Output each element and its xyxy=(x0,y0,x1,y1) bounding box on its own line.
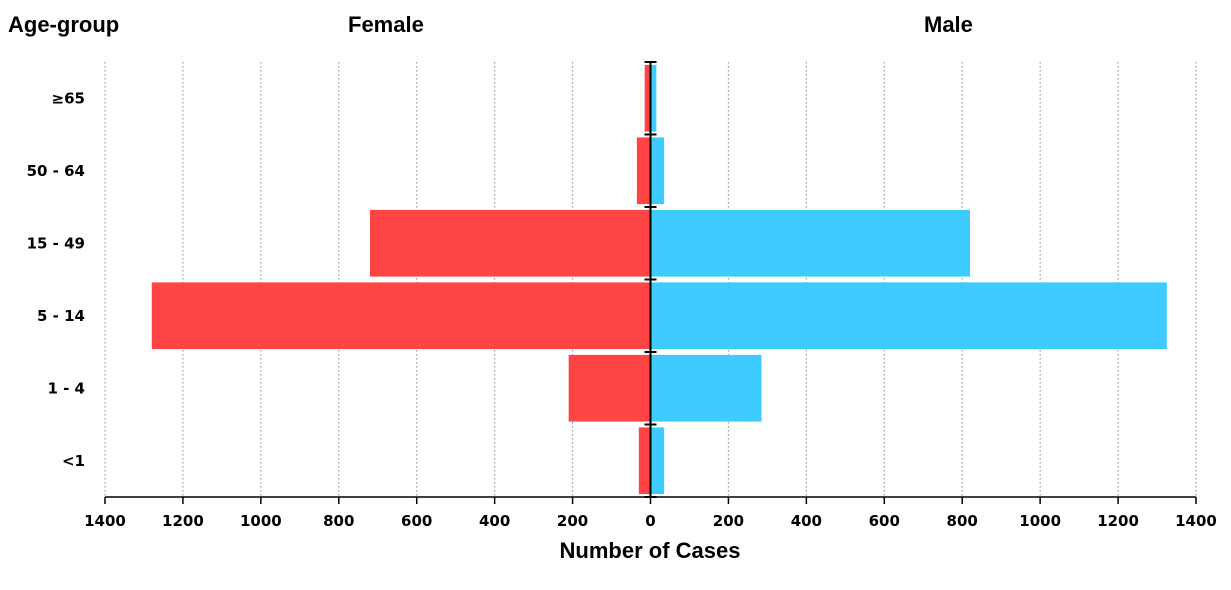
x-tick-label: 200 xyxy=(713,512,744,530)
bar-female-1 xyxy=(636,137,651,205)
x-axis-title: Number of Cases xyxy=(559,538,741,563)
bar-male-0 xyxy=(650,64,657,132)
x-tick-label: 1000 xyxy=(240,512,282,530)
bar-male-2 xyxy=(650,209,971,277)
bar-female-2 xyxy=(369,209,651,277)
bar-female-5 xyxy=(638,427,651,495)
bar-female-3 xyxy=(151,282,651,350)
age-group-heading: Age-group xyxy=(8,12,120,37)
x-tick-label: 1400 xyxy=(1175,512,1217,530)
category-label: 15 - 49 xyxy=(27,234,85,252)
female-heading: Female xyxy=(348,12,424,37)
bar-female-4 xyxy=(568,354,651,422)
x-tick-label: 1200 xyxy=(162,512,204,530)
category-label: <1 xyxy=(62,452,85,470)
bar-male-4 xyxy=(650,354,762,422)
male-heading: Male xyxy=(924,12,973,37)
category-label: 50 - 64 xyxy=(27,162,85,180)
x-tick-label: 600 xyxy=(401,512,432,530)
bar-male-3 xyxy=(650,282,1167,350)
category-label: 5 - 14 xyxy=(37,307,85,325)
x-tick-label: 1200 xyxy=(1097,512,1139,530)
x-tick-label: 400 xyxy=(791,512,822,530)
category-label: 1 - 4 xyxy=(47,379,85,397)
x-tick-label: 600 xyxy=(869,512,900,530)
x-tick-label: 800 xyxy=(323,512,354,530)
x-tick-label: 200 xyxy=(557,512,588,530)
x-tick-label: 400 xyxy=(479,512,510,530)
x-tick-label: 0 xyxy=(645,512,655,530)
x-tick-label: 1000 xyxy=(1019,512,1061,530)
category-label: ≥65 xyxy=(52,89,85,107)
bar-female-0 xyxy=(644,64,651,132)
x-tick-label: 800 xyxy=(947,512,978,530)
bar-male-1 xyxy=(650,137,665,205)
x-tick-label: 1400 xyxy=(84,512,126,530)
bar-male-5 xyxy=(650,427,665,495)
